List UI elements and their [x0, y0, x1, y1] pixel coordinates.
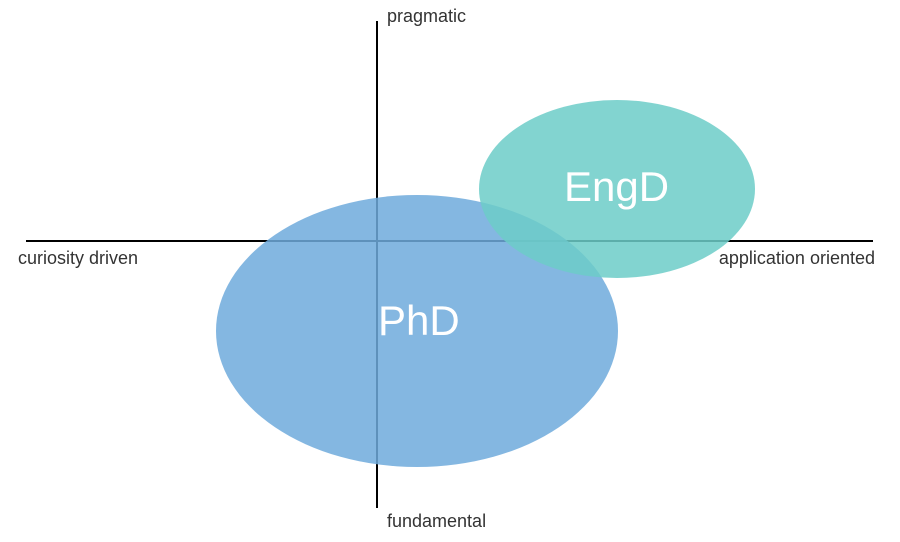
axis-label-top: pragmatic: [387, 6, 466, 27]
ellipse-label-engd: EngD: [564, 163, 669, 211]
axis-label-bottom: fundamental: [387, 511, 486, 532]
axis-label-left: curiosity driven: [18, 248, 138, 269]
axis-label-right: application oriented: [719, 248, 875, 269]
ellipse-label-phd: PhD: [378, 297, 460, 345]
